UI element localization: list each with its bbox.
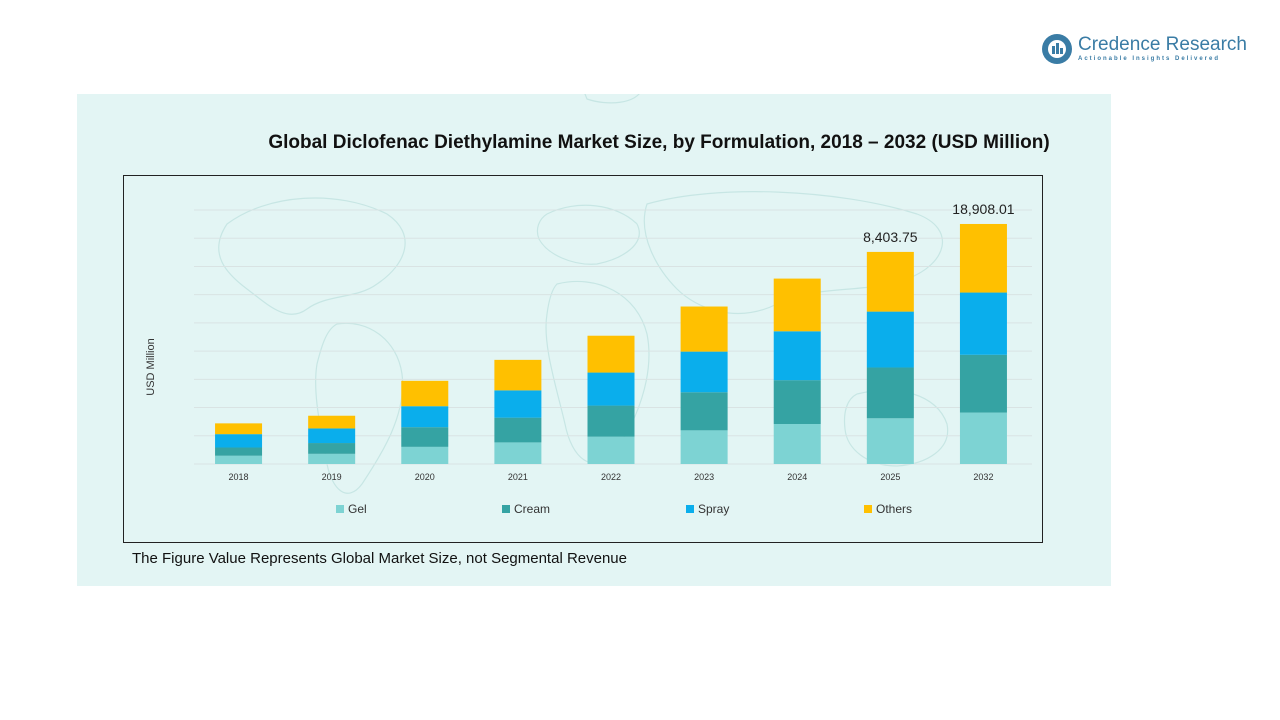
bar-spray-2024 bbox=[773, 331, 821, 381]
bar-gel-2021 bbox=[494, 442, 542, 464]
x-tick-label: 2020 bbox=[415, 472, 435, 482]
x-tick-label: 2022 bbox=[601, 472, 621, 482]
bar-cream-2032 bbox=[959, 354, 1007, 413]
bar-others-2024 bbox=[773, 278, 821, 332]
bar-spray-2018 bbox=[215, 434, 263, 448]
bar-cream-2025 bbox=[866, 367, 914, 419]
bar-spray-2025 bbox=[866, 311, 914, 368]
stacked-bar-chart: USD Million 2018 2019 2020 2021 2022 2023 2024 2… bbox=[145, 201, 1032, 516]
bar-spray-2021 bbox=[494, 390, 542, 418]
legend-swatch-others bbox=[864, 505, 872, 513]
legend-swatch-cream bbox=[502, 505, 510, 513]
legend-swatch-spray bbox=[686, 505, 694, 513]
legend-label-cream: Cream bbox=[514, 502, 550, 516]
bar-cream-2021 bbox=[494, 417, 542, 443]
bar-cream-2023 bbox=[680, 392, 728, 431]
bar-others-2018 bbox=[215, 423, 263, 435]
bar-gel-2020 bbox=[401, 446, 449, 464]
bar-gel-2024 bbox=[773, 423, 821, 464]
chart-panel: Global Diclofenac Diethylamine Market Si… bbox=[77, 94, 1111, 586]
brand-tagline: Actionable Insights Delivered bbox=[1078, 56, 1221, 62]
bar-spray-2019 bbox=[308, 428, 356, 444]
bar-others-2022 bbox=[587, 335, 635, 373]
logo-mark-icon bbox=[1042, 34, 1072, 64]
bar-spray-2022 bbox=[587, 372, 635, 406]
legend-label-gel: Gel bbox=[348, 502, 367, 516]
bar-spray-2020 bbox=[401, 406, 449, 428]
x-tick-label: 2032 bbox=[973, 472, 993, 482]
bar-others-2020 bbox=[401, 380, 449, 407]
chart-title: Global Diclofenac Diethylamine Market Si… bbox=[268, 132, 1050, 153]
x-tick-label: 2024 bbox=[787, 472, 807, 482]
x-tick-label: 2019 bbox=[322, 472, 342, 482]
bar-gel-2025 bbox=[866, 418, 914, 464]
bar-others-2023 bbox=[680, 306, 728, 352]
bar-others-2021 bbox=[494, 359, 542, 391]
chart-frame: USD Million 2018 2019 2020 2021 2022 2023 2024 2… bbox=[123, 175, 1043, 543]
bar-cream-2024 bbox=[773, 380, 821, 424]
data-label-2025: 8,403.75 bbox=[863, 229, 918, 245]
bar-others-2019 bbox=[308, 415, 356, 429]
x-tick-label: 2023 bbox=[694, 472, 714, 482]
bar-cream-2022 bbox=[587, 405, 635, 437]
brand-logo: Credence Research Actionable Insights De… bbox=[1040, 32, 1260, 68]
bar-others-2032 bbox=[959, 223, 1007, 293]
legend-label-others: Others bbox=[876, 502, 912, 516]
brand-name: Credence Research bbox=[1078, 34, 1247, 55]
bar-cream-2020 bbox=[401, 427, 449, 447]
data-label-2032: 18,908.01 bbox=[952, 201, 1014, 217]
bar-gel-2019 bbox=[308, 453, 356, 464]
legend-label-spray: Spray bbox=[698, 502, 729, 516]
bar-spray-2023 bbox=[680, 351, 728, 393]
bar-gel-2018 bbox=[215, 455, 263, 464]
bar-cream-2018 bbox=[215, 447, 263, 456]
bar-gel-2032 bbox=[959, 412, 1007, 464]
bar-spray-2032 bbox=[959, 292, 1007, 355]
y-axis-label: USD Million bbox=[145, 338, 157, 395]
bar-cream-2019 bbox=[308, 443, 356, 454]
x-tick-label: 2025 bbox=[880, 472, 900, 482]
bar-gel-2022 bbox=[587, 436, 635, 464]
legend-swatch-gel bbox=[336, 505, 344, 513]
bar-others-2025 bbox=[866, 251, 914, 312]
bar-gel-2023 bbox=[680, 430, 728, 464]
x-tick-label: 2021 bbox=[508, 472, 528, 482]
x-tick-label: 2018 bbox=[229, 472, 249, 482]
chart-footnote: The Figure Value Represents Global Marke… bbox=[132, 550, 627, 567]
